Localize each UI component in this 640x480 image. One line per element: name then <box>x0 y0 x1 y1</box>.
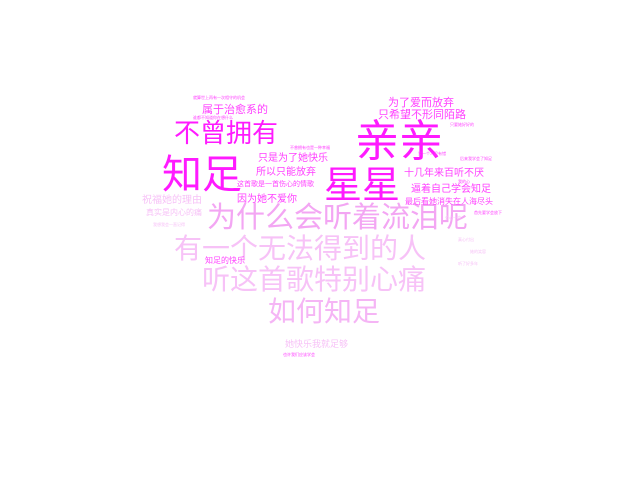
word-buceng-yongyou: 不曾拥有 <box>174 119 279 149</box>
word-zhufu-liyou: 祝福她的理由 <box>142 195 202 206</box>
word-wufa-dedao: 有一个无法得到的人 <box>174 232 427 265</box>
word-ruhe-zhizu: 如何知足 <box>268 295 381 328</box>
word-weishenme-liulei: 为什么会听着流泪呢 <box>207 200 469 234</box>
word-xingxing: 星星 <box>324 163 401 207</box>
word-ta-kuaile-zugou: 她快乐我就足够 <box>285 340 349 350</box>
word-qinqin: 亲亲 <box>355 116 443 167</box>
word-shangxin-qingge: 这首歌是一首伤心的情歌 <box>237 180 314 188</box>
tiny-word-5: 后来我学会了知足 <box>460 156 492 161</box>
tiny-word-13: 她的笑容 <box>470 249 486 254</box>
tiny-word-1: 就算世上再有一次相守的机会 <box>193 95 245 100</box>
tiny-word-12: 听了好多年 <box>458 261 478 266</box>
tiny-word-3: 只要她好好的 <box>450 122 474 127</box>
word-zhizu: 知足 <box>162 152 242 198</box>
word-ta-buaini: 因为她不爱你 <box>237 194 297 205</box>
word-zhiyuxi: 属于治愈系的 <box>202 103 268 116</box>
word-neixin-tong: 真实是内心的痛 <box>146 208 202 217</box>
tiny-word-7: 我的心 <box>458 179 470 184</box>
word-xuehui-zhizu: 逼着自己学会知足 <box>411 184 491 195</box>
tiny-word-6: 首先要学会放下 <box>474 210 502 215</box>
word-bai-ting-buyan: 十几年来百听不厌 <box>404 168 484 179</box>
word-weileai-fangqi: 为了爱而放弃 <box>388 96 454 109</box>
tiny-word-9: 也许我们应该学会 <box>283 352 315 357</box>
word-ta-kuaile: 只是为了她快乐 <box>258 153 328 164</box>
word-zhineng-fangqi: 所以只能放弃 <box>256 167 316 178</box>
tiny-word-11: 真心付出 <box>458 237 474 242</box>
word-tebie-xintong: 听这首歌特别心痛 <box>202 263 427 296</box>
tiny-word-14: 会心一笑 <box>445 215 461 220</box>
tiny-word-4: 不曾拥有也是一种幸福 <box>290 145 330 150</box>
tiny-word-8: 爱一个人没有错 <box>418 151 446 156</box>
word-zhizu-kuaile: 知足的快乐 <box>205 256 245 265</box>
tiny-word-2: 谁都不知道你在想什么 <box>193 115 233 120</box>
tiny-word-10: 我想我会一直记得 <box>153 222 185 227</box>
word-renhai-jintou: 最后看她消失在人海尽头 <box>405 197 493 206</box>
word-xingtong-molu: 只希望不形同陌路 <box>378 108 466 121</box>
